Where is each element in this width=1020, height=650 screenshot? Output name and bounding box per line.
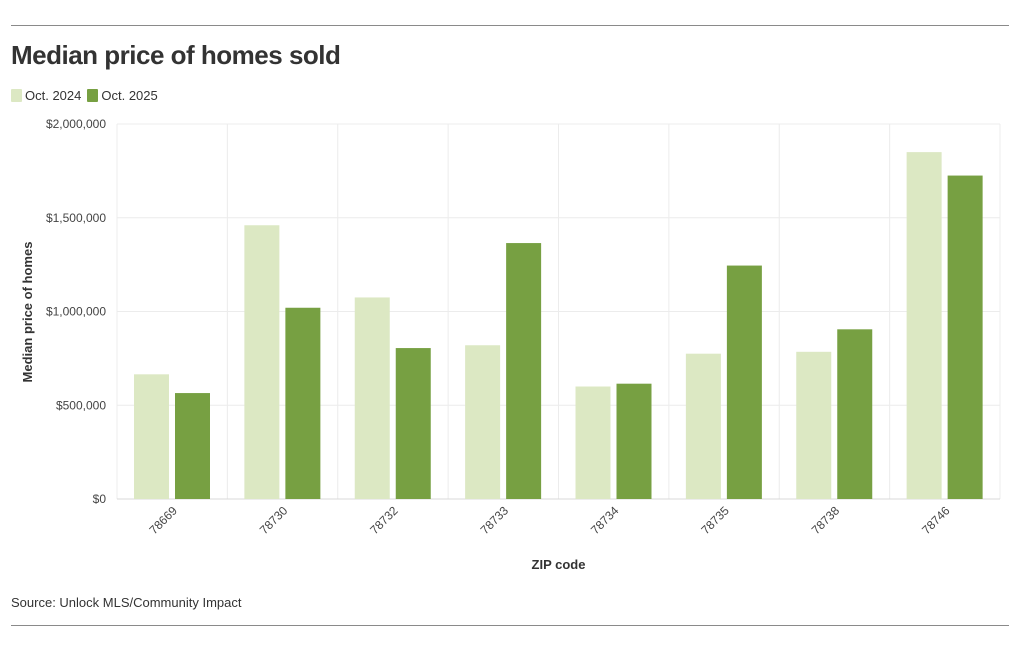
- x-tick-label: 78733: [478, 503, 512, 537]
- y-tick-label: $0: [93, 492, 107, 506]
- x-tick-label: 78746: [919, 503, 953, 537]
- y-tick-label: $1,000,000: [46, 305, 106, 319]
- legend-label-oct-2025: Oct. 2025: [101, 88, 158, 103]
- legend-item-oct-2025[interactable]: Oct. 2025: [87, 88, 158, 103]
- bar-78732-oct-2025: [395, 348, 431, 499]
- bar-78669-oct-2025: [175, 393, 210, 499]
- y-tick-label: $500,000: [56, 398, 106, 412]
- bar-78734-oct-2025: [616, 383, 652, 499]
- legend-swatch-oct-2024: [11, 89, 22, 102]
- legend-swatch-oct-2025: [87, 89, 99, 102]
- x-tick-label: 78732: [367, 503, 401, 537]
- x-tick-label: 78730: [257, 503, 291, 537]
- chart-title: Median price of homes sold: [11, 40, 341, 70]
- bar-78732-oct-2024: [354, 297, 390, 499]
- bar-78746-oct-2024: [906, 152, 942, 499]
- bottom-divider: [11, 625, 1009, 626]
- x-tick-label: 78738: [809, 503, 843, 537]
- top-divider: [11, 25, 1009, 26]
- bar-78734-oct-2024: [575, 386, 611, 499]
- legend-item-oct-2024[interactable]: Oct. 2024: [11, 88, 81, 103]
- bar-78669-oct-2024: [134, 374, 169, 499]
- bar-78735-oct-2024: [685, 353, 721, 499]
- legend: Oct. 2024 Oct. 2025: [11, 88, 164, 103]
- y-tick-label: $1,500,000: [46, 211, 106, 225]
- x-tick-label: 78669: [146, 503, 180, 537]
- bar-78730-oct-2025: [285, 307, 321, 499]
- bar-78730-oct-2024: [244, 225, 280, 499]
- bar-78733-oct-2024: [465, 345, 501, 499]
- x-tick-label: 78735: [698, 503, 732, 537]
- x-tick-label: 78734: [588, 503, 622, 537]
- y-axis-title: Median price of homes: [20, 242, 35, 383]
- legend-label-oct-2024: Oct. 2024: [25, 88, 82, 103]
- bar-78738-oct-2024: [796, 351, 832, 499]
- source-note: Source: Unlock MLS/Community Impact: [11, 595, 242, 610]
- bar-78746-oct-2025: [947, 175, 983, 499]
- x-axis-title: ZIP code: [532, 557, 586, 572]
- bar-78738-oct-2025: [837, 329, 873, 499]
- bar-78735-oct-2025: [726, 265, 762, 499]
- bar-78733-oct-2025: [506, 243, 542, 499]
- y-tick-label: $2,000,000: [46, 117, 106, 131]
